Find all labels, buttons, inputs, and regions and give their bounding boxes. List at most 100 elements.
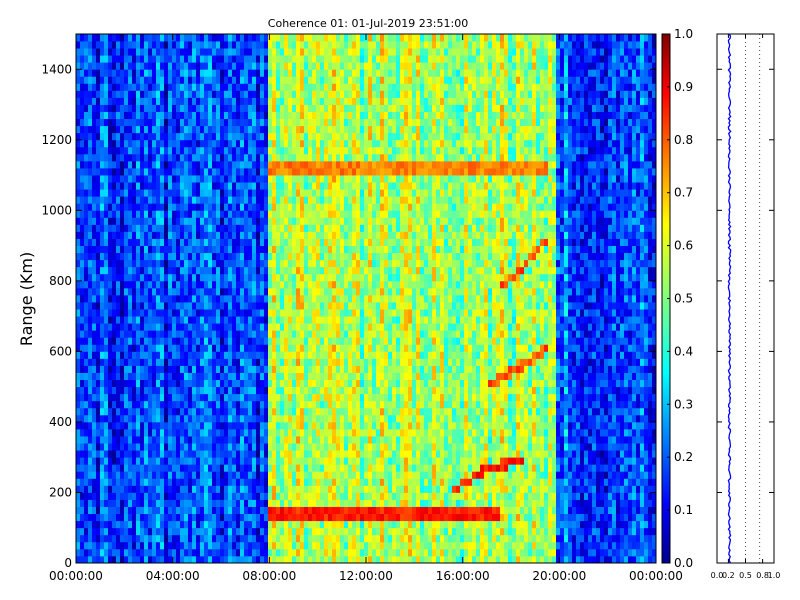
heatmap-cell (316, 421, 321, 430)
heatmap-cell (116, 485, 121, 493)
heatmap-cell (92, 407, 97, 416)
heatmap-cell (308, 118, 313, 127)
heatmap-cell (128, 125, 133, 134)
heatmap-cell (104, 541, 109, 550)
heatmap-cell (156, 160, 161, 169)
heatmap-cell (172, 175, 177, 183)
heatmap-cell (184, 34, 189, 42)
heatmap-cell (100, 393, 105, 402)
heatmap-cell (280, 238, 285, 246)
heatmap-cell (172, 111, 177, 120)
heatmap-cell (240, 316, 245, 324)
heatmap-cell (128, 245, 133, 254)
heatmap-cell (108, 273, 113, 282)
heatmap-cell (176, 302, 181, 310)
heatmap-cell (168, 534, 173, 543)
heatmap-cell (244, 224, 249, 232)
heatmap-cell (80, 520, 85, 529)
heatmap-cell (224, 393, 229, 402)
heatmap-cell (260, 97, 265, 105)
heatmap-cell (96, 55, 101, 63)
heatmap-cell (332, 203, 337, 211)
heatmap-cell (148, 55, 153, 63)
heatmap-cell (300, 337, 305, 345)
heatmap-cell (76, 118, 81, 127)
heatmap-cell (252, 520, 257, 529)
heatmap-cell (100, 210, 105, 218)
heatmap-cell (308, 506, 313, 515)
heatmap-cell (88, 443, 93, 451)
heatmap-cell (128, 478, 133, 486)
heatmap-cell (140, 499, 145, 507)
heatmap-cell (252, 224, 257, 232)
heatmap-cell (136, 506, 141, 515)
heatmap-cell (116, 351, 121, 359)
heatmap-cell (168, 210, 173, 218)
heatmap-cell (96, 224, 101, 232)
heatmap-cell (320, 499, 325, 507)
heatmap-cell (240, 302, 245, 310)
heatmap-cell (320, 330, 325, 338)
heatmap-cell (116, 90, 121, 98)
heatmap-cell (168, 478, 173, 486)
heatmap-cell (220, 407, 225, 416)
heatmap-cell (272, 386, 277, 395)
heatmap-cell (152, 287, 157, 296)
heatmap-cell (260, 478, 265, 486)
heatmap-cell (148, 210, 153, 218)
heatmap-cell (176, 443, 181, 451)
heatmap-cell (96, 287, 101, 296)
heatmap-cell (328, 69, 333, 77)
heatmap-cell (188, 520, 193, 529)
heatmap-cell (144, 217, 149, 225)
heatmap-cell (124, 189, 129, 197)
heatmap-cell (320, 520, 325, 529)
heatmap-cell (184, 372, 189, 381)
heatmap-cell (328, 224, 333, 232)
heatmap-cell (140, 541, 145, 550)
heatmap-cell (240, 118, 245, 127)
heatmap-cell (236, 471, 241, 479)
heatmap-cell (84, 513, 89, 522)
heatmap-cell (196, 55, 201, 63)
heatmap-cell (152, 379, 157, 388)
heatmap-cell (96, 344, 101, 352)
heatmap-cell (96, 175, 101, 183)
heatmap-cell (216, 393, 221, 402)
heatmap-cell (144, 90, 149, 98)
heatmap-cell (304, 393, 309, 402)
heatmap-cell (304, 41, 309, 49)
heatmap-cell (292, 34, 297, 42)
heatmap-cell (244, 104, 249, 112)
heatmap-cell (144, 273, 149, 282)
heatmap-cell (180, 555, 185, 564)
heatmap-cell (260, 104, 265, 112)
heatmap-cell (216, 386, 221, 395)
heatmap-cell (160, 97, 165, 105)
heatmap-cell (236, 160, 241, 169)
heatmap-cell (236, 548, 241, 557)
heatmap-cell (96, 111, 101, 120)
heatmap-cell (104, 414, 109, 423)
heatmap-cell (248, 34, 253, 42)
heatmap-cell (324, 443, 329, 451)
heatmap-cell (96, 273, 101, 282)
heatmap-cell (252, 48, 257, 56)
heatmap-cell (112, 153, 117, 162)
heatmap-cell (300, 273, 305, 282)
heatmap-cell (168, 513, 173, 522)
heatmap-cell (196, 520, 201, 529)
heatmap-cell (300, 316, 305, 324)
heatmap-cell (120, 90, 125, 98)
heatmap-cell (180, 125, 185, 134)
heatmap-cell (208, 210, 213, 218)
heatmap-cell (172, 337, 177, 345)
heatmap-cell (168, 548, 173, 557)
heatmap-cell (212, 245, 217, 254)
heatmap-cell (128, 386, 133, 395)
heatmap-cell (152, 421, 157, 430)
heatmap-cell (172, 104, 177, 112)
heatmap-cell (256, 407, 261, 416)
heatmap-cell (336, 196, 341, 204)
heatmap-cell (328, 280, 333, 289)
